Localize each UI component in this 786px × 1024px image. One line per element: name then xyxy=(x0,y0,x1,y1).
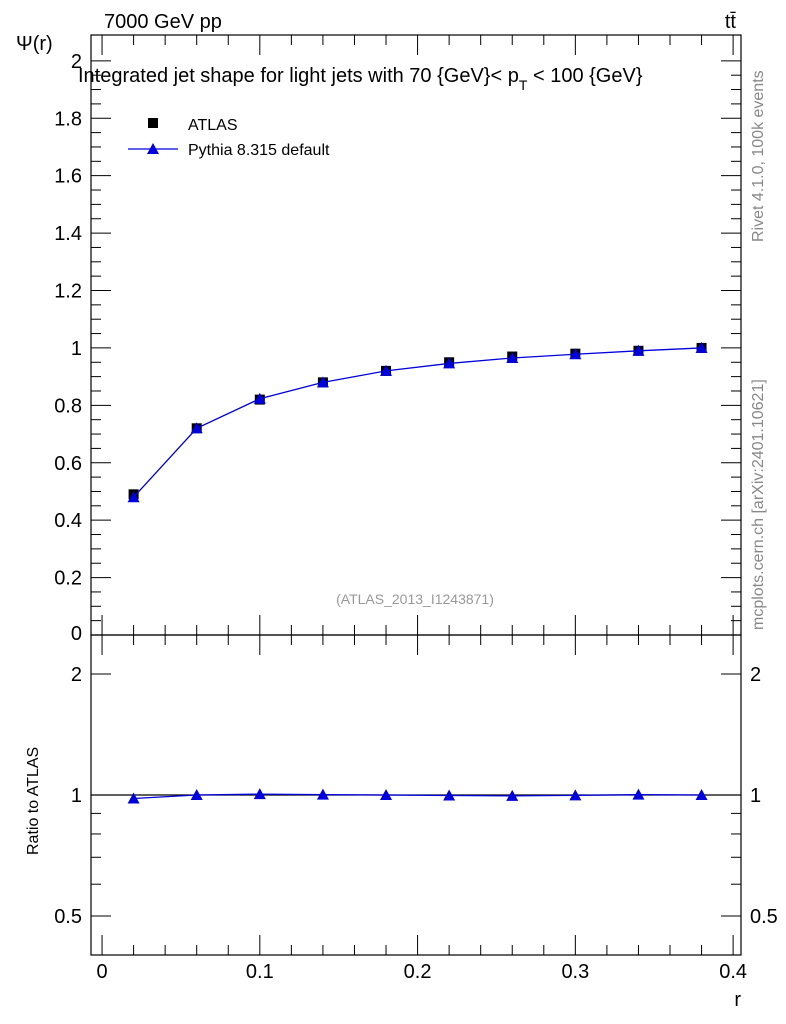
header-right: tt̄ xyxy=(725,11,737,33)
y-tick-label: 0 xyxy=(71,623,82,645)
x-tick-label: 0.4 xyxy=(719,961,747,983)
pythia-point xyxy=(190,422,203,434)
y-tick-label: 1.8 xyxy=(54,108,82,130)
title-part-1: Integrated jet shape for light jets with… xyxy=(78,65,519,87)
title-subscript: T xyxy=(519,77,528,93)
ratio-point xyxy=(569,789,582,801)
chart-title: Integrated jet shape for light jets with… xyxy=(78,65,643,93)
ratio-point xyxy=(443,789,456,801)
legend: ATLAS Pythia 8.315 default xyxy=(128,117,330,159)
pythia-point xyxy=(253,392,266,404)
ratio-point xyxy=(253,788,266,800)
ratio-point xyxy=(506,789,519,801)
y-tick-label: 0.6 xyxy=(54,453,82,475)
side-label-rivet: Rivet 4.1.0, 100k events xyxy=(750,70,767,242)
y-tick-label: 2 xyxy=(71,51,82,73)
ratio-point xyxy=(190,789,203,800)
y-tick-label: 1.6 xyxy=(54,166,82,188)
ratio-y-tick-label: 2 xyxy=(71,664,82,686)
legend-pythia-marker xyxy=(147,143,159,154)
ratio-y-tick-label-right: 0.5 xyxy=(750,906,778,928)
ratio-point xyxy=(695,789,708,800)
legend-pythia-label: Pythia 8.315 default xyxy=(188,142,330,159)
side-label-mcplots: mcplots.cern.ch [arXiv:2401.10621] xyxy=(750,379,767,630)
y-tick-label: 1.4 xyxy=(54,223,82,245)
pythia-point xyxy=(380,364,393,376)
y-tick-label: 0.2 xyxy=(54,568,82,590)
ratio-point xyxy=(127,792,140,804)
analysis-annotation: (ATLAS_2013_I1243871) xyxy=(336,591,494,607)
y-tick-label: 0.4 xyxy=(54,510,82,532)
x-tick-label: 0.3 xyxy=(561,961,589,983)
x-tick-label: 0 xyxy=(96,961,107,983)
x-tick-label: 0.2 xyxy=(404,961,432,983)
pythia-point xyxy=(316,376,329,388)
y-tick-label: 1.2 xyxy=(54,281,82,303)
ratio-y-tick-label-right: 1 xyxy=(750,785,761,807)
ratio-line xyxy=(133,793,702,800)
data-marks xyxy=(127,341,708,804)
pythia-point xyxy=(695,341,708,353)
pythia-point xyxy=(632,344,645,356)
ratio-y-tick-label-right: 2 xyxy=(750,664,761,686)
ratio-point xyxy=(632,788,645,800)
pythia-point xyxy=(506,351,519,363)
ratio-y-tick-label: 1 xyxy=(71,785,82,807)
x-tick-label: 0.1 xyxy=(246,961,274,983)
header-left: 7000 GeV pp xyxy=(104,11,222,33)
pythia-point xyxy=(443,357,456,369)
pythia-point xyxy=(569,348,582,360)
pythia-line xyxy=(133,347,702,498)
ratio-point xyxy=(380,789,393,800)
legend-atlas-marker xyxy=(148,118,158,128)
ratio-y-axis-label: Ratio to ATLAS xyxy=(25,747,42,855)
y-tick-label: 1 xyxy=(71,338,82,360)
y-tick-label: 0.8 xyxy=(54,395,82,417)
ratio-y-tick-label: 0.5 xyxy=(54,906,82,928)
title-part-3: < 100 {GeV} xyxy=(527,65,642,87)
y-axis-label: Ψ(r) xyxy=(16,33,53,55)
axes: 0 0.2 0.4 0.6 0.8 1 1.2 1.4 1.6 1.8 2 0 0.1 0.2 0.3 0.4… xyxy=(54,35,778,983)
ratio-frame xyxy=(90,634,742,956)
x-axis-label: r xyxy=(734,989,741,1011)
legend-atlas-label: ATLAS xyxy=(188,117,238,134)
ratio-point xyxy=(316,788,329,800)
pythia-point xyxy=(127,491,140,503)
